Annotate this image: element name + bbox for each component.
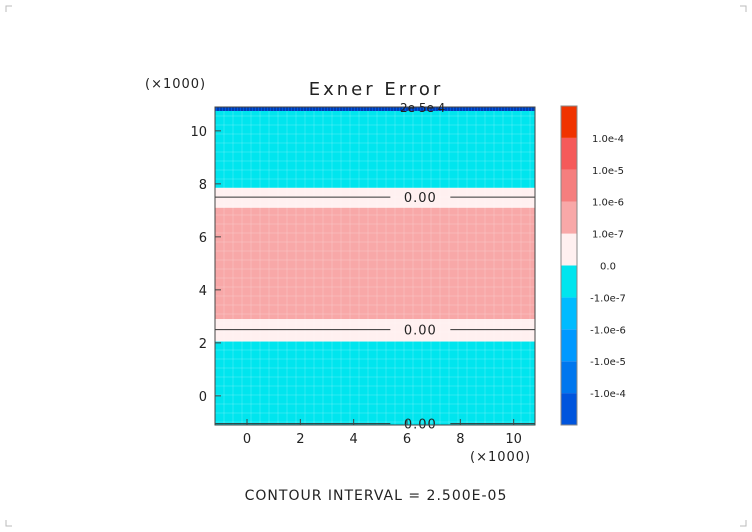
y-tick-label: 6: [199, 231, 207, 246]
band-2: [215, 207, 535, 319]
x-tick-label: 4: [350, 432, 358, 447]
y-multiplier-label: (×1000): [145, 77, 206, 92]
colorbar-label: 0.0: [600, 262, 616, 273]
band-5: [215, 107, 535, 111]
colorbar-segment-0: [561, 393, 577, 425]
y-tick-label: 8: [199, 178, 207, 193]
x-axis: 0 2 4 6 8 10: [243, 419, 522, 447]
colorbar: -1.0e-4 -1.0e-5 -1.0e-6 -1.0e-7 0.0 1.0e-7 1.0…: [560, 105, 626, 426]
colorbar-label: -1.0e-6: [590, 325, 626, 336]
y-axis: 0 2 4 6 8 10: [190, 125, 221, 405]
colorbar-label: 1.0e-5: [592, 166, 624, 177]
colorbar-segment-2: [561, 329, 577, 362]
x-tick-label: 6: [403, 432, 411, 447]
colorbar-frame: [560, 105, 578, 426]
colorbar-label: 1.0e-7: [592, 230, 624, 241]
x-multiplier-label: (×1000): [470, 450, 531, 465]
chart-title: Exner Error: [309, 79, 444, 100]
plot-area: 0.000.000.00: [214, 106, 536, 433]
top-contour-labels: 2e 5e 4: [400, 101, 445, 115]
x-tick-label: 8: [456, 432, 464, 447]
colorbar-segment-5: [561, 233, 577, 266]
crop-marks: [5, 5, 747, 527]
colorbar-label: 1.0e-4: [592, 134, 624, 145]
band-3: [215, 187, 535, 208]
colorbar-segment-8: [561, 137, 577, 170]
y-tick-label: 2: [199, 337, 207, 352]
colorbar-label: -1.0e-5: [590, 357, 626, 368]
y-tick-label: 0: [199, 390, 207, 405]
top-band-hatch: [214, 107, 534, 111]
band-0: [215, 341, 535, 425]
colorbar-segment-6: [561, 201, 577, 234]
colorbar-segment-4: [561, 265, 577, 298]
colorbar-segment-7: [561, 169, 577, 202]
colorbar-label: -1.0e-7: [590, 293, 626, 304]
plot-frame: [214, 106, 536, 426]
band-1: [215, 319, 535, 342]
colorbar-segment-9: [561, 106, 577, 138]
colorbar-label: 1.0e-6: [592, 198, 624, 209]
x-tick-label: 10: [505, 432, 522, 447]
contour-interval-footer: CONTOUR INTERVAL = 2.500E-05: [245, 488, 508, 504]
grid-texture: [214, 106, 535, 425]
colorbar-segment-3: [561, 297, 577, 330]
x-tick-label: 0: [243, 432, 251, 447]
contour-label-0: 0.00: [404, 324, 437, 339]
y-tick-label: 4: [199, 284, 207, 299]
colorbar-segment-1: [561, 361, 577, 394]
x-tick-label: 2: [296, 432, 304, 447]
contour-label-1: 0.00: [404, 191, 437, 206]
colorbar-label: -1.0e-4: [590, 389, 626, 400]
band-4: [215, 110, 535, 188]
y-tick-label: 10: [190, 125, 207, 140]
